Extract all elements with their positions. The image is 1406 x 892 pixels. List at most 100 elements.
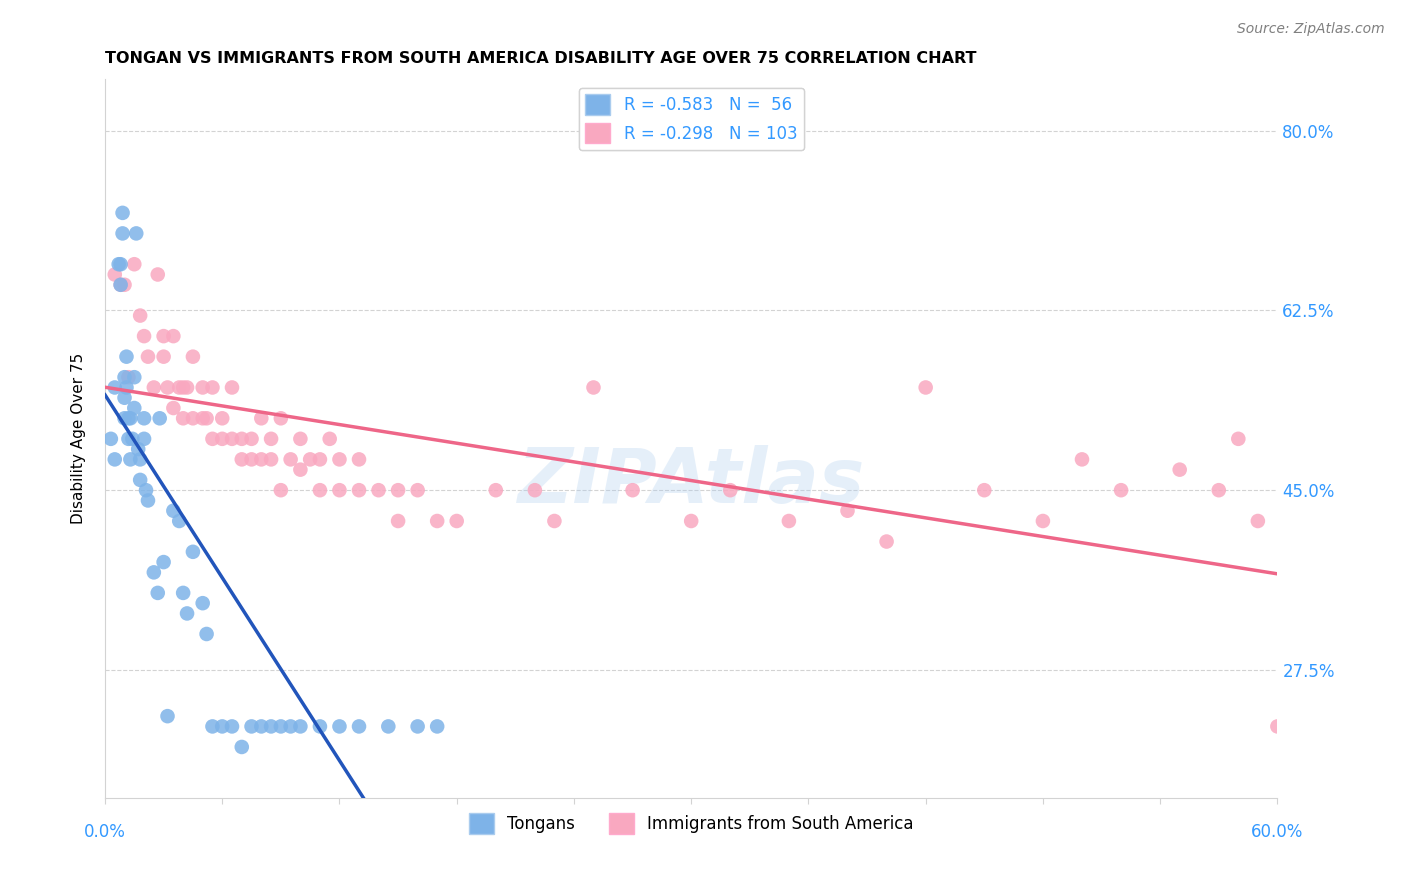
Point (136, 350, 159, 364)
Text: 0.0%: 0.0% (84, 823, 127, 841)
Point (167, 514, 190, 528)
Point (347, 483, 370, 498)
Point (115, 380, 138, 394)
Point (211, 719, 233, 733)
Point (114, 391, 136, 405)
Point (681, 514, 703, 528)
Point (104, 380, 127, 394)
Point (1267, 719, 1289, 733)
Point (1364, 534, 1386, 549)
Point (250, 719, 273, 733)
Point (240, 452, 263, 467)
Point (260, 432, 283, 446)
Point (195, 627, 218, 641)
Point (973, 483, 995, 498)
Point (309, 483, 332, 498)
Point (114, 370, 136, 384)
Point (136, 493, 159, 508)
Point (127, 442, 149, 456)
Point (1305, 514, 1327, 528)
Point (156, 709, 179, 723)
Point (117, 370, 139, 384)
Point (176, 607, 198, 621)
Point (100, 432, 122, 446)
Point (582, 380, 605, 394)
Point (201, 432, 224, 446)
Point (162, 504, 184, 518)
Text: TONGAN VS IMMIGRANTS FROM SOUTH AMERICA DISABILITY AGE OVER 75 CORRELATION CHART: TONGAN VS IMMIGRANTS FROM SOUTH AMERICA … (105, 51, 977, 66)
Point (231, 452, 253, 467)
Y-axis label: Disability Age Over 75: Disability Age Over 75 (72, 353, 86, 524)
Point (111, 206, 134, 220)
Point (367, 483, 389, 498)
Point (132, 411, 155, 425)
Point (280, 719, 302, 733)
Point (152, 555, 174, 569)
Point (621, 483, 644, 498)
Point (146, 586, 169, 600)
Point (129, 309, 152, 323)
Point (347, 719, 370, 733)
Point (1071, 452, 1094, 467)
Point (135, 483, 157, 498)
Point (111, 227, 134, 241)
Point (120, 452, 142, 467)
Point (485, 483, 508, 498)
Point (328, 719, 350, 733)
Point (129, 473, 152, 487)
Point (211, 432, 233, 446)
Point (114, 277, 136, 292)
Point (172, 380, 194, 394)
Point (250, 411, 273, 425)
Point (142, 566, 165, 580)
Point (191, 596, 214, 610)
Point (104, 452, 127, 467)
Point (191, 411, 214, 425)
Point (104, 268, 127, 282)
Point (181, 411, 204, 425)
Point (387, 514, 409, 528)
Point (290, 719, 312, 733)
Point (152, 329, 174, 343)
Point (110, 257, 132, 271)
Point (110, 277, 132, 292)
Point (270, 483, 292, 498)
Text: ZIPAtlas: ZIPAtlas (517, 445, 865, 519)
Point (120, 411, 142, 425)
Point (117, 411, 139, 425)
Point (181, 545, 204, 559)
Point (162, 329, 184, 343)
Point (156, 380, 179, 394)
Point (250, 452, 273, 467)
Point (129, 452, 152, 467)
Legend: R = -0.583   N =  56, R = -0.298   N = 103: R = -0.583 N = 56, R = -0.298 N = 103 (578, 87, 804, 150)
Point (260, 452, 283, 467)
Point (387, 483, 409, 498)
Point (201, 719, 224, 733)
Point (167, 380, 190, 394)
Point (211, 411, 233, 425)
Point (1168, 463, 1191, 477)
Point (778, 514, 800, 528)
Point (523, 483, 546, 498)
Point (1208, 483, 1230, 498)
Point (290, 432, 312, 446)
Point (914, 380, 936, 394)
Point (142, 380, 165, 394)
Point (181, 350, 204, 364)
Point (114, 411, 136, 425)
Point (124, 370, 146, 384)
Point (172, 586, 194, 600)
Point (191, 380, 214, 394)
Point (876, 534, 898, 549)
Point (318, 432, 340, 446)
Point (260, 719, 283, 733)
Point (543, 514, 565, 528)
Point (240, 432, 263, 446)
Point (221, 719, 243, 733)
Point (1109, 483, 1132, 498)
Point (290, 463, 312, 477)
Point (115, 350, 138, 364)
Point (406, 483, 429, 498)
Point (270, 411, 292, 425)
